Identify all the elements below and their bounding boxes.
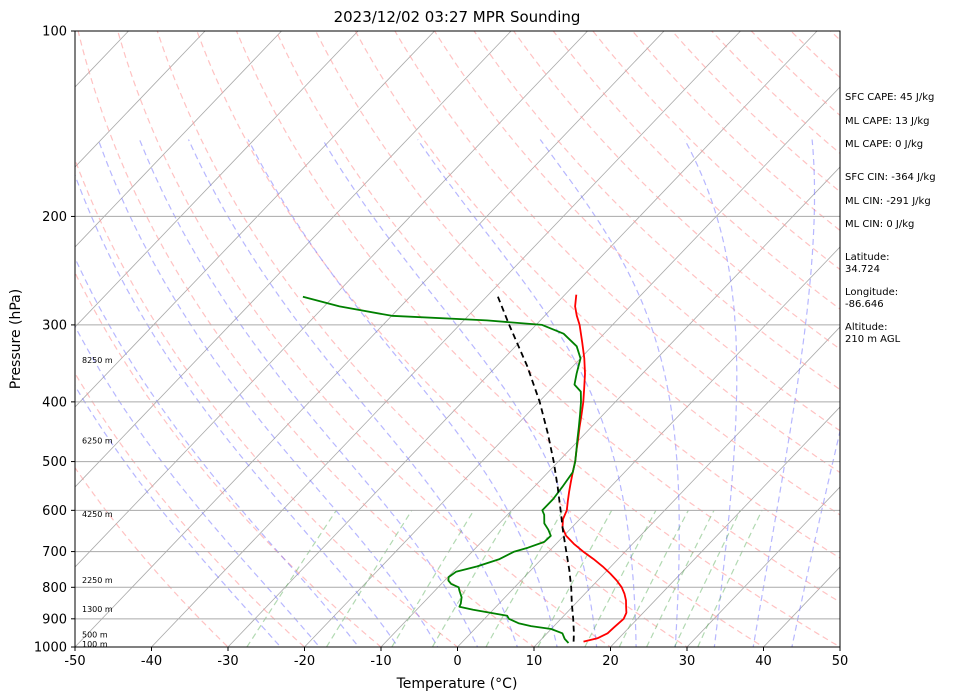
dry-adiabat-line [315,31,840,559]
dry-adiabat-line [75,372,306,647]
height-label: 100 m [82,640,108,649]
y-tick-label: 1000 [34,641,67,656]
dry-adiabat-line [354,31,840,516]
isotherm-line [75,31,512,488]
x-tick-label: 20 [602,654,619,669]
isotherm-line [75,31,665,647]
y-tick-label: 700 [42,545,67,560]
isotherm-line [227,31,818,647]
dry-adiabat-line [196,31,765,647]
dry-adiabat-line [275,31,840,603]
isotherm-line [75,31,436,408]
mixing-ratio-line [646,510,715,647]
longitude-text: Longitude: -86.646 [845,287,899,310]
y-tick-label: 500 [42,455,67,470]
x-tick-label: -20 [294,654,315,669]
x-tick-label: -40 [141,654,162,669]
dry-adiabat-line [433,31,840,432]
sfc-cin-text: SFC CIN: -364 J/kg [845,172,936,183]
sounding-series [302,294,628,644]
mixing-ratio-line [431,509,513,647]
parcel-line [497,296,575,642]
x-tick-label: -30 [217,654,238,669]
latitude-text: Latitude: 34.724 [845,252,890,275]
isotherm-line [150,31,742,647]
dry-adiabat-line [75,271,382,647]
x-tick-label: 30 [679,654,696,669]
dry-adiabat-line [77,31,536,647]
x-tick-label: -50 [64,654,85,669]
dry-adiabat-line [394,31,840,474]
mixing-ratio-line [584,510,657,647]
isotherm-line [303,86,840,647]
x-tick-label: 50 [832,654,849,669]
isotherm-line [380,166,840,647]
mixing-ratio-line [673,510,741,647]
x-tick-label: -10 [370,654,391,669]
ml-cin-text-2: ML CIN: 0 J/kg [845,219,915,230]
dry-adiabat-line [75,466,229,647]
height-label: 1300 m [82,605,113,614]
x-tick-label: 0 [453,654,461,669]
height-label: 4250 m [82,510,113,519]
y-tick-label: 300 [42,318,67,333]
height-label: 2250 m [82,576,113,585]
ml-cin-text: ML CIN: -291 J/kg [845,196,931,207]
y-tick-label: 800 [42,581,67,596]
dry-adiabat-line [552,31,840,310]
ml-cape-text-2: ML CAPE: 0 J/kg [845,139,924,150]
y-axis-ticks: 1000 900 800 700 600 500 400 300 200 100 [34,25,75,656]
y-tick-label: 600 [42,504,67,519]
y-tick-label: 900 [42,612,67,627]
isotherm-line [609,406,840,647]
isotherm-line [75,31,359,328]
x-axis-ticks: -50 -40 -30 -20 -10 0 10 20 30 40 50 [64,647,848,669]
y-tick-label: 100 [42,25,67,40]
dry-adiabat-line [117,31,612,647]
mixing-ratio-line [618,510,689,647]
mixing-ratio-line [391,509,475,647]
temperature-line [561,294,628,643]
isotherm-line [75,31,206,168]
y-axis-label: Pressure (hPa) [8,289,24,389]
dry-adiabat-line [156,31,689,647]
height-label: 8250 m [82,356,113,365]
isotherm-line [456,246,840,647]
height-label: 500 m [82,631,108,640]
x-tick-label: 40 [755,654,772,669]
dry-adiabat-line [235,31,840,647]
isotherm-line [686,486,840,647]
y-tick-label: 200 [42,210,67,225]
height-label: 6250 m [82,436,113,445]
y-tick-label: 400 [42,395,67,410]
isotherm-line [75,31,589,568]
ml-cape-text: ML CAPE: 13 J/kg [845,116,930,127]
altitude-text: Altitude: 210 m AGL [845,322,901,345]
chart-title: 2023/12/02 03:27 MPR Sounding [334,8,581,26]
dewpoint-line [302,295,582,644]
sfc-cape-text: SFC CAPE: 45 J/kg [845,92,935,103]
isotherm-line [75,31,283,248]
x-axis-label: Temperature (°C) [396,676,518,692]
x-tick-label: 10 [526,654,543,669]
